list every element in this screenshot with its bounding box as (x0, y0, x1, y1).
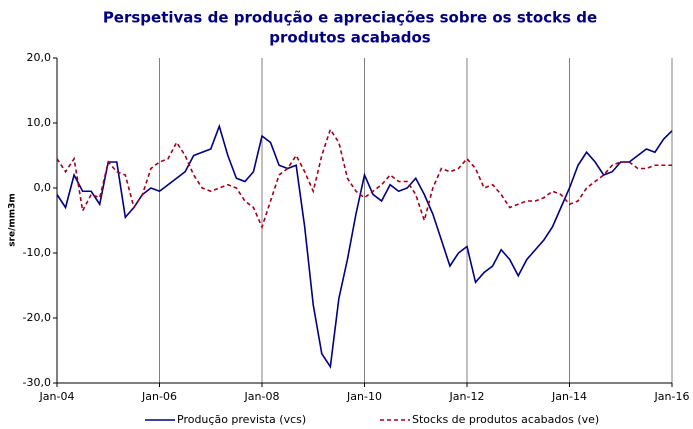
x-tick-label: Jan-16 (654, 390, 690, 403)
y-tick-label: -10,0 (23, 246, 51, 259)
y-tick-label: 10,0 (27, 116, 52, 129)
legend-label: Produção prevista (vcs) (177, 413, 306, 426)
legend-label: Stocks de produtos acabados (ve) (412, 413, 599, 426)
x-tick-label: Jan-12 (449, 390, 485, 403)
series-line (56, 127, 672, 230)
x-tick-label: Jan-04 (39, 390, 75, 403)
chart-title: Perspetivas de produção e apreciações so… (103, 9, 597, 27)
x-tick-label: Jan-14 (551, 390, 587, 403)
series-line (56, 123, 673, 370)
x-tick-label: Jan-10 (346, 390, 382, 403)
y-tick-label: 20,0 (27, 51, 52, 64)
y-tick-label: -30,0 (23, 376, 51, 389)
chart-title: produtos acabados (269, 29, 431, 47)
x-tick-label: Jan-08 (244, 390, 280, 403)
y-axis-label: sre/mm3m (8, 193, 18, 247)
y-tick-label: 0,0 (34, 181, 52, 194)
y-tick-label: -20,0 (23, 311, 51, 324)
x-tick-label: Jan-06 (141, 390, 177, 403)
